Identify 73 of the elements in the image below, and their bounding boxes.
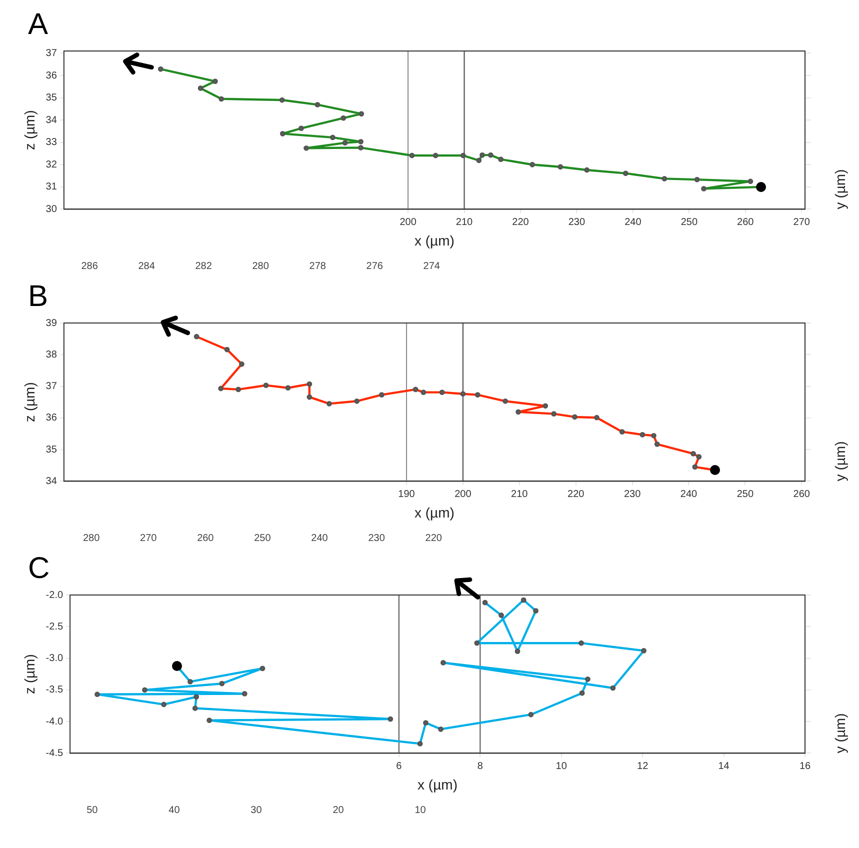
- chart-title: B: [27, 280, 50, 314]
- x2-tick-label: 50: [86, 804, 98, 816]
- y-tick-label: -2.0: [46, 590, 64, 601]
- chart-title: A: [27, 8, 50, 42]
- y-tick-label: 39: [46, 318, 58, 329]
- x-axis-title: x (µm): [418, 776, 458, 792]
- x-tick-label: 220: [512, 216, 530, 228]
- x-tick-label: 210: [511, 488, 528, 500]
- x-tick-label: 200: [454, 488, 472, 500]
- y-tick-label: 30: [46, 204, 58, 215]
- x-tick-label: 190: [398, 488, 416, 500]
- y-tick-label: -3.0: [46, 653, 64, 664]
- y-tick-label: 36: [46, 70, 58, 82]
- x-tick-label: 250: [736, 488, 754, 500]
- x-tick-label: 220: [568, 488, 585, 500]
- y-tick-label: 35: [46, 444, 58, 456]
- y-tick-label: -4.5: [46, 748, 64, 759]
- y-tick-label: -4.0: [46, 716, 64, 728]
- x-tick-label: 230: [568, 216, 586, 228]
- y-tick-label: -2.5: [46, 621, 64, 632]
- y-tick-label: 36: [46, 412, 58, 424]
- x-axis-title: x (µm): [414, 232, 454, 248]
- x2-tick-label: 220: [425, 532, 442, 544]
- x2-tick-label: 286: [81, 260, 98, 272]
- y-tick-label: 33: [46, 137, 58, 148]
- y-tick-label: 37: [46, 381, 58, 392]
- x2-tick-label: 270: [140, 532, 158, 544]
- x2-tick-label: 40: [168, 804, 180, 816]
- y-tick-label: 32: [46, 159, 58, 170]
- y-tick-label: 34: [46, 114, 58, 126]
- x2-tick-label: 284: [138, 260, 156, 272]
- x-tick-label: 250: [680, 216, 698, 228]
- x2-tick-label: 250: [254, 532, 272, 544]
- x-tick-label: 8: [477, 760, 484, 772]
- x2-tick-label: 20: [332, 804, 344, 816]
- x-tick-label: 200: [400, 216, 417, 228]
- y-axis-title: z (µm): [21, 382, 38, 422]
- x2-tick-label: 282: [195, 260, 212, 272]
- x2-tick-label: 274: [423, 260, 440, 272]
- x2-tick-label: 260: [197, 532, 214, 544]
- x-tick-label: 14: [718, 760, 730, 772]
- y-tick-label: 31: [46, 182, 58, 193]
- x-tick-label: 210: [456, 216, 474, 228]
- y-tick-label: -3.5: [46, 684, 64, 696]
- x-tick-label: 10: [556, 760, 568, 772]
- x2-tick-label: 278: [309, 260, 326, 272]
- y-axis-title: z (µm): [21, 110, 38, 150]
- x2-tick-label: 30: [250, 804, 262, 816]
- chart-title: C: [27, 552, 51, 586]
- x2-tick-label: 280: [252, 260, 270, 272]
- x-axis-title: x (µm): [414, 504, 454, 520]
- x-tick-label: 270: [793, 216, 810, 228]
- x-tick-label: 230: [624, 488, 642, 500]
- x-tick-label: 240: [624, 216, 642, 228]
- x-tick-label: 260: [737, 216, 754, 228]
- y-tick-label: 34: [46, 476, 58, 487]
- x2-tick-label: 230: [368, 532, 386, 544]
- x-tick-label: 240: [680, 488, 698, 500]
- x2-tick-label: 280: [82, 532, 100, 544]
- x-tick-label: 6: [396, 760, 402, 772]
- x2-tick-label: 10: [414, 804, 426, 816]
- x2-axis-title: y (µm): [832, 713, 848, 754]
- x2-tick-label: 276: [366, 260, 384, 272]
- y-axis-title: z (µm): [21, 654, 38, 694]
- x2-axis-title: y (µm): [832, 169, 848, 210]
- x-tick-label: 12: [637, 760, 649, 772]
- y-tick-label: 37: [46, 48, 58, 59]
- x-tick-label: 16: [799, 760, 811, 772]
- y-tick-label: 35: [46, 92, 58, 104]
- x-tick-label: 260: [793, 488, 810, 500]
- x2-tick-label: 240: [311, 532, 328, 544]
- x2-axis-title: y (µm): [832, 441, 848, 482]
- y-tick-label: 38: [46, 349, 58, 360]
